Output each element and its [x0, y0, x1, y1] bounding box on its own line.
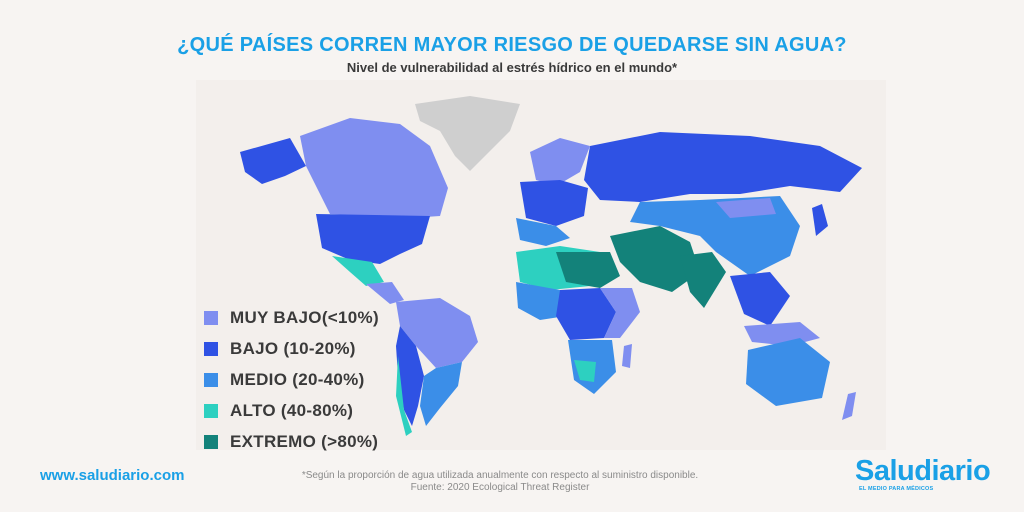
- region-chile: [396, 356, 412, 436]
- region-central-africa: [556, 288, 616, 340]
- world-map: [196, 80, 886, 450]
- region-central-america: [366, 282, 404, 304]
- legend-swatch-bajo: [204, 341, 218, 356]
- legend-item: MEDIO (20-40%): [204, 364, 379, 395]
- legend-item: EXTREMO (>80%): [204, 426, 379, 457]
- region-mexico: [332, 256, 384, 286]
- footnote: *Según la proporción de agua utilizada a…: [240, 470, 760, 494]
- region-europe-north: [530, 138, 590, 186]
- region-south-america-east: [420, 362, 462, 426]
- page-subtitle: Nivel de vulnerabilidad al estrés hídric…: [346, 60, 678, 75]
- region-south-america-north: [396, 298, 478, 368]
- region-japan: [812, 204, 828, 236]
- region-southern-africa-alto: [574, 360, 596, 382]
- legend-label: MEDIO (20-40%): [230, 369, 365, 389]
- region-india: [680, 252, 726, 308]
- legend-swatch-extremo: [204, 434, 218, 449]
- footnote-definition: *Según la proporción de agua utilizada a…: [301, 470, 699, 481]
- region-east-africa: [600, 288, 640, 338]
- page-title: ¿QUÉ PAÍSES CORREN MAYOR RIESGO DE QUEDA…: [177, 34, 847, 56]
- legend-item: ALTO (40-80%): [204, 395, 379, 426]
- region-west-africa: [516, 282, 566, 320]
- legend-label: ALTO (40-80%): [230, 400, 354, 420]
- region-australia: [746, 338, 830, 406]
- region-madagascar: [622, 344, 632, 368]
- legend-label: EXTREMO (>80%): [230, 431, 379, 451]
- region-china: [700, 196, 800, 276]
- brand-logo: Saludiario EL MEDIO PARA MÉDICOS: [855, 456, 1005, 492]
- legend-item: BAJO (10-20%): [204, 333, 379, 364]
- region-sahara: [556, 252, 620, 288]
- legend-label: MUY BAJO(<10%): [230, 307, 379, 327]
- region-mongolia: [716, 198, 776, 218]
- region-europe-south: [516, 218, 570, 246]
- legend-swatch-alto: [204, 403, 218, 418]
- legend-swatch-medio: [204, 372, 218, 387]
- region-alaska: [240, 138, 306, 184]
- region-greenland: [415, 96, 520, 171]
- legend: MUY BAJO(<10%) BAJO (10-20%) MEDIO (20-4…: [204, 302, 379, 457]
- region-usa: [316, 214, 430, 264]
- region-middle-east: [610, 226, 700, 292]
- region-canada: [300, 118, 448, 218]
- footnote-source: Fuente: 2020 Ecological Threat Register: [410, 482, 590, 493]
- legend-item: MUY BAJO(<10%): [204, 302, 379, 333]
- region-new-zealand: [842, 392, 856, 420]
- legend-swatch-muy-bajo: [204, 310, 218, 325]
- website-link[interactable]: www.saludiario.com: [40, 467, 185, 484]
- region-russia: [584, 132, 862, 202]
- logo-wordmark: Saludiario: [855, 455, 991, 487]
- logo-tagline: EL MEDIO PARA MÉDICOS: [859, 486, 934, 492]
- region-southeast-asia: [730, 272, 790, 326]
- legend-label: BAJO (10-20%): [230, 338, 356, 358]
- region-europe-central: [520, 180, 588, 226]
